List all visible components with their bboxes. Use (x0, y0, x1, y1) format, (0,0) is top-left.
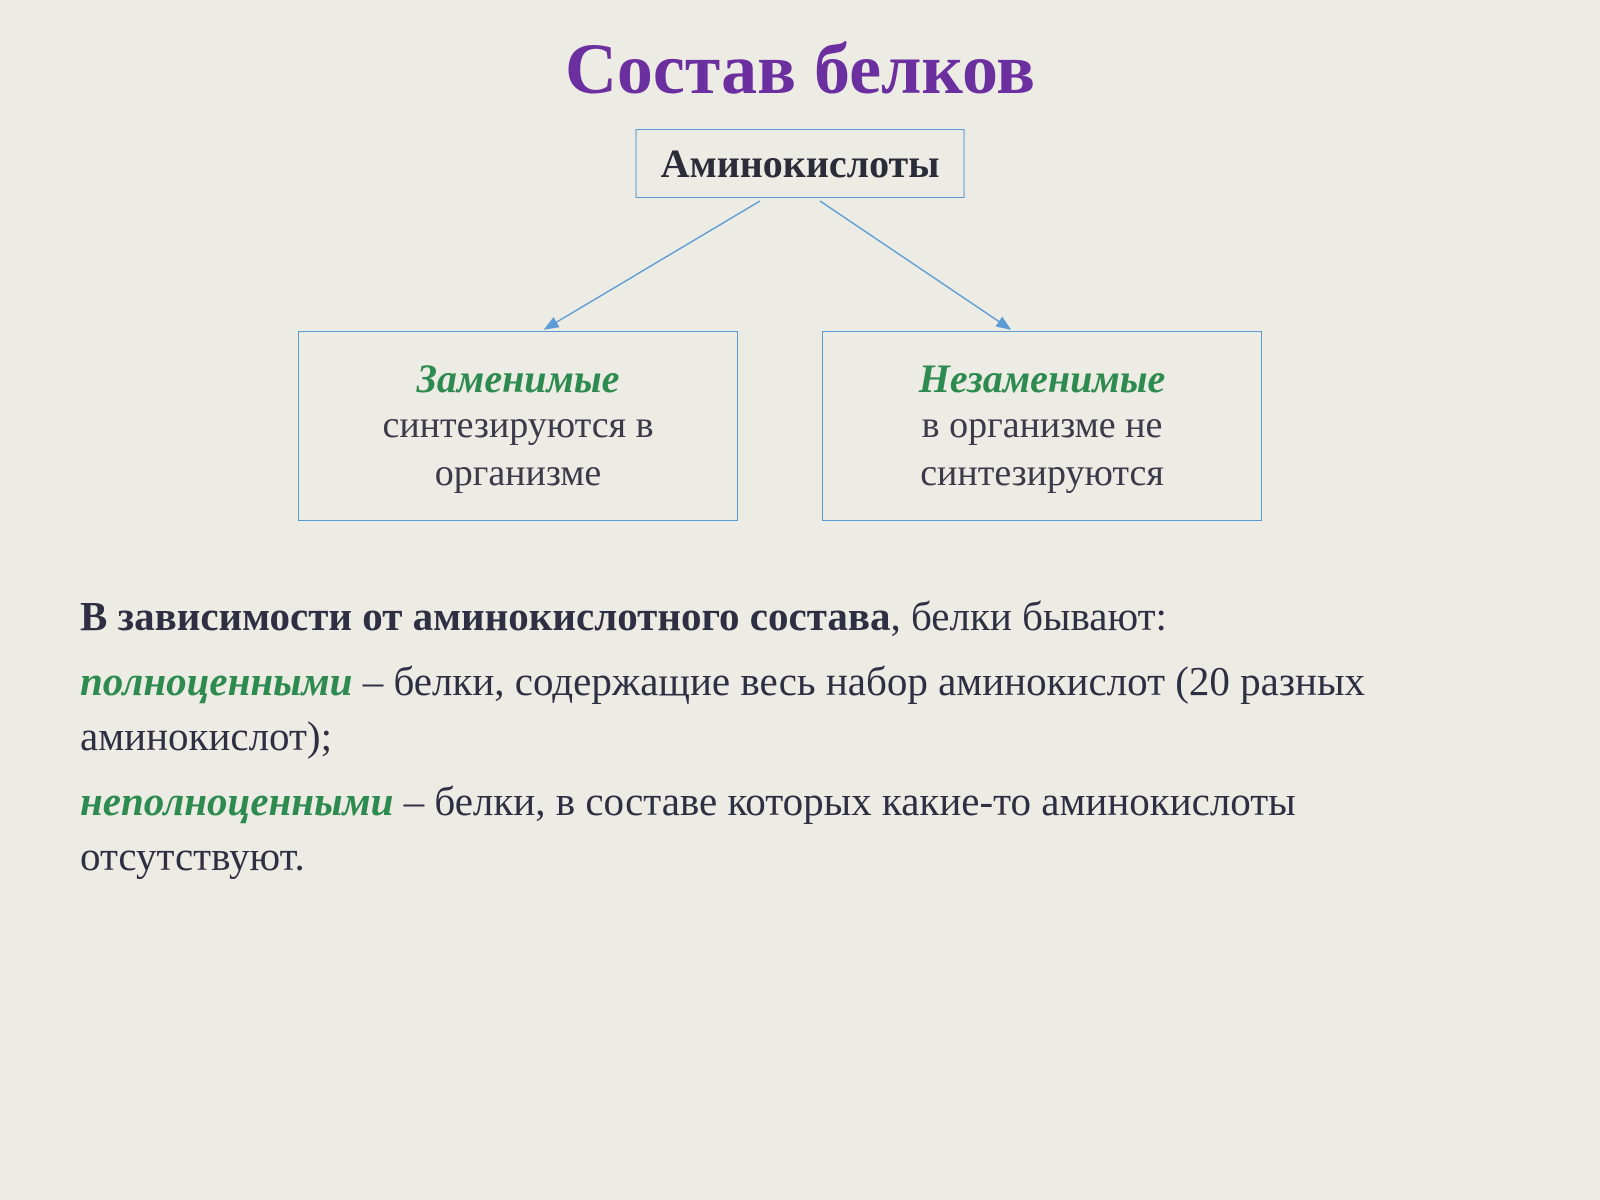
child-right-title: Незаменимые (919, 355, 1165, 402)
connector-left (545, 201, 760, 329)
connector-right (820, 201, 1010, 329)
p1-bold: В зависимости от аминокислотного состава (80, 593, 890, 639)
p3-em: неполноценными (80, 778, 393, 824)
body-text-block: В зависимости от аминокислотного состава… (0, 551, 1600, 884)
p2-em: полноценными (80, 658, 352, 704)
child-node-left: Заменимые синтезируются в организме (298, 331, 738, 521)
child-left-title: Заменимые (417, 355, 620, 402)
root-node-label: Аминокислоты (661, 140, 940, 187)
paragraph-2: полноценными – белки, содержащие весь на… (80, 654, 1520, 764)
child-node-right: Незаменимые в организме не синтезируются (822, 331, 1262, 521)
slide-title: Состав белков (0, 0, 1600, 111)
paragraph-3: неполноценными – белки, в составе которы… (80, 774, 1520, 884)
root-node: Аминокислоты (636, 129, 965, 198)
diagram-area: Аминокислоты Заменимые синтезируются в о… (0, 111, 1600, 551)
child-right-desc: в организме не синтезируются (847, 402, 1237, 497)
paragraph-1: В зависимости от аминокислотного состава… (80, 589, 1520, 644)
p1-rest: , белки бывают: (890, 593, 1166, 639)
child-left-desc: синтезируются в организме (323, 402, 713, 497)
